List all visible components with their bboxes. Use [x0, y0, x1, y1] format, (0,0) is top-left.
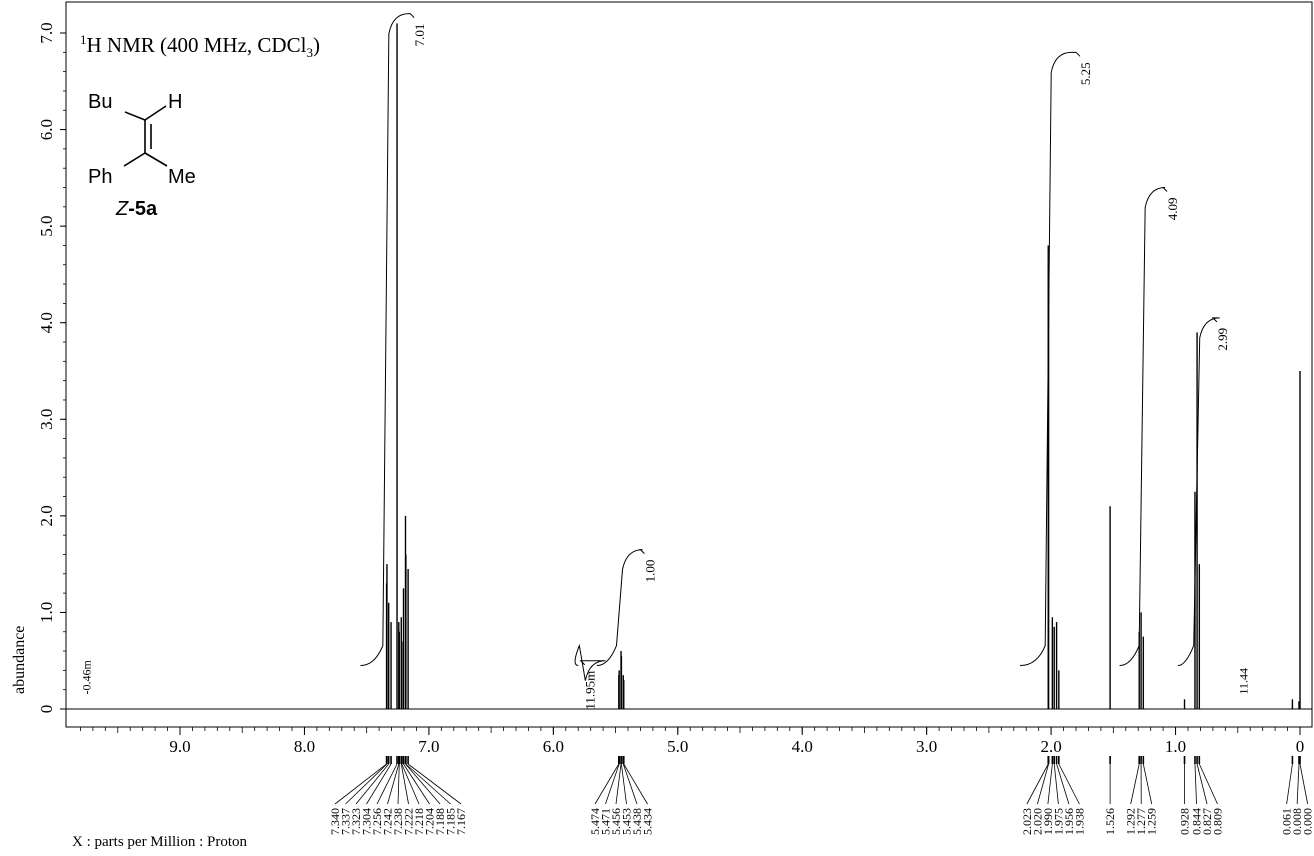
- peak-leader-2-3: [1054, 764, 1058, 804]
- integral-label-5: 2.99: [1215, 328, 1230, 351]
- x-tick-label-5: 4.0: [792, 737, 813, 756]
- peak-label-1-5: 5.434: [640, 808, 654, 835]
- y-tick-label-2: 2.0: [37, 505, 56, 526]
- bond-bu-c1: [125, 112, 145, 120]
- integral-label-1: 11.95m: [583, 671, 598, 710]
- spectrum-peaks: [66, 23, 1312, 709]
- y-axis-label: abundance: [11, 626, 28, 694]
- x-tick-label-3: 6.0: [543, 737, 564, 756]
- x-tick-label-1: 8.0: [294, 737, 315, 756]
- structure-label-bu: Bu: [88, 91, 112, 113]
- structure-label-me: Me: [168, 166, 196, 188]
- peak-label-2-5: 1.938: [1072, 808, 1086, 835]
- integral-label-0: 7.01: [412, 24, 427, 47]
- annotation-1: 11.44: [1237, 668, 1251, 695]
- peak-leader-2-2: [1048, 764, 1052, 804]
- peak-leader-2-5: [1059, 764, 1080, 804]
- peak-label-4-2: 1.259: [1145, 808, 1159, 835]
- peak-leader-2-4: [1057, 764, 1069, 804]
- integral-label-4: 4.09: [1165, 198, 1180, 221]
- peak-leader-7-1: [1297, 764, 1299, 804]
- annotations: -0.46m 11.44: [79, 660, 1250, 695]
- chemical-structure: Bu H Ph Me Z-5a: [88, 91, 196, 220]
- x-axis-label: X : parts per Million : Proton: [72, 834, 247, 850]
- x-tick-label-6: 3.0: [916, 737, 937, 756]
- structure-label-ph: Ph: [88, 166, 112, 188]
- peak-label-3-0: 1.526: [1103, 808, 1117, 835]
- y-tick-label-3: 3.0: [37, 409, 56, 430]
- peak-leader-2-1: [1037, 764, 1048, 804]
- structure-label-h: H: [168, 91, 182, 113]
- peak-leader-4-0: [1131, 764, 1140, 804]
- plot-frame: [66, 2, 1312, 727]
- x-tick-label-9: 0: [1296, 737, 1305, 756]
- peak-label-0-12: 7.167: [454, 808, 468, 835]
- bond-c2-ph: [124, 153, 145, 166]
- integral-label-2: 1.00: [642, 560, 657, 583]
- y-tick-label-5: 5.0: [37, 216, 56, 237]
- peak-leader-1-5: [624, 764, 648, 804]
- bond-c2-me: [145, 153, 167, 166]
- y-tick-label-6: 6.0: [37, 119, 56, 140]
- peak-label-7-2: 0.000: [1301, 808, 1314, 835]
- x-tick-label-7: 2.0: [1040, 737, 1061, 756]
- peak-label-6-2: 0.809: [1211, 808, 1225, 835]
- x-tick-label-8: 1.0: [1165, 737, 1186, 756]
- integral-curve-4: [1120, 188, 1168, 666]
- integral-label-3: 5.25: [1078, 62, 1093, 85]
- compound-label: Z-5a: [115, 198, 158, 220]
- peak-leader-0-6: [398, 764, 399, 804]
- y-tick-label-1: 1.0: [37, 602, 56, 623]
- peak-label-groups: 7.3407.3377.3237.3047.2567.2427.2387.222…: [328, 756, 1314, 835]
- bond-c1-h: [145, 106, 166, 120]
- y-tick-label-7: 7.0: [37, 22, 56, 43]
- y-axis: 0 1.0 2.0 3.0 4.0 5.0 6.0 7.0: [37, 22, 66, 713]
- peak-leader-2-0: [1027, 764, 1048, 804]
- peak-leader-0-5: [388, 764, 399, 804]
- x-axis: 9.0 8.0 7.0 6.0 5.0 4.0 3.0 2.0 1.0 0: [66, 727, 1312, 756]
- peak-leader-7-0: [1287, 764, 1293, 804]
- peak-leader-6-0: [1195, 764, 1197, 804]
- peak-leader-7-2: [1300, 764, 1308, 804]
- integral-curves: 7.01 11.95m 1.00 5.25 4.09 2.99: [360, 14, 1229, 710]
- peak-leader-0-1: [346, 764, 387, 804]
- peak-leader-1-0: [595, 764, 619, 804]
- x-tick-label-2: 7.0: [418, 737, 439, 756]
- chart-title: 1H NMR (400 MHz, CDCl3): [80, 32, 320, 60]
- integral-curve-3: [1020, 52, 1080, 665]
- y-tick-label-0: 0: [37, 705, 56, 714]
- x-tick-label-4: 5.0: [667, 737, 688, 756]
- peak-leader-0-11: [406, 764, 451, 804]
- integral-curve-2: [597, 550, 645, 666]
- annotation-0: -0.46m: [79, 660, 93, 695]
- x-tick-label-0: 9.0: [169, 737, 190, 756]
- y-tick-label-4: 4.0: [37, 312, 56, 333]
- peak-leader-4-2: [1143, 764, 1151, 804]
